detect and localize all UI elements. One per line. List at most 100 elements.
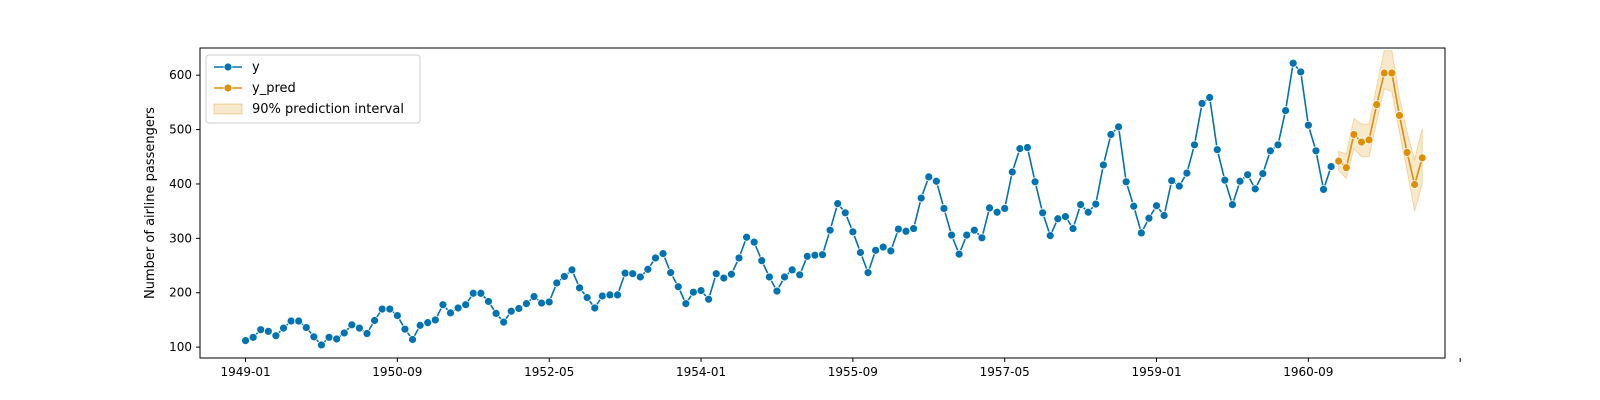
series-line-y_pred bbox=[1338, 72, 1423, 186]
data-point-y bbox=[453, 303, 463, 313]
data-point-y bbox=[1159, 211, 1169, 220]
data-point-y bbox=[742, 232, 751, 242]
x-tick-label: 1957-05 bbox=[980, 365, 1030, 379]
legend-label: 90% prediction interval bbox=[252, 102, 404, 117]
data-point-y bbox=[1182, 168, 1192, 178]
data-point-y bbox=[1152, 201, 1161, 211]
data-point-y bbox=[1288, 58, 1298, 68]
data-point-y bbox=[719, 273, 729, 283]
data-point-y bbox=[696, 286, 706, 295]
data-point-y bbox=[446, 308, 455, 318]
data-point-y bbox=[1000, 204, 1010, 213]
data-point-y bbox=[522, 299, 531, 309]
data-point-y bbox=[825, 225, 835, 235]
data-point-y bbox=[985, 203, 994, 213]
data-point-y bbox=[757, 256, 767, 266]
data-point-y bbox=[286, 316, 296, 326]
data-point-y bbox=[1098, 160, 1108, 170]
data-point-y_pred bbox=[1387, 68, 1397, 78]
data-point-y bbox=[962, 230, 972, 240]
data-point-y bbox=[476, 288, 486, 298]
data-point-y_pred bbox=[1349, 130, 1359, 139]
data-point-y bbox=[1174, 181, 1184, 191]
data-point-y bbox=[1129, 201, 1139, 211]
data-point-y bbox=[582, 293, 592, 303]
x-tick-label: 1959-01 bbox=[1131, 365, 1181, 379]
data-point-y bbox=[628, 269, 638, 279]
data-point-y bbox=[764, 272, 774, 282]
data-point-y bbox=[818, 250, 827, 260]
data-point-y bbox=[939, 204, 949, 213]
data-point-y_pred bbox=[1417, 153, 1427, 163]
data-point-y bbox=[537, 298, 547, 308]
data-point-y bbox=[324, 332, 334, 342]
data-point-y bbox=[1296, 67, 1306, 77]
legend-frame bbox=[205, 54, 421, 124]
data-point-y bbox=[392, 311, 402, 320]
data-point-y bbox=[362, 329, 372, 338]
data-point-y bbox=[1250, 184, 1260, 194]
data-point-y bbox=[901, 226, 911, 236]
data-point-y bbox=[749, 237, 759, 247]
data-point-y bbox=[271, 331, 281, 341]
data-point-y bbox=[613, 290, 622, 300]
data-point-y bbox=[294, 316, 304, 326]
data-point-y bbox=[514, 304, 524, 313]
x-tick-label: 1950-09 bbox=[372, 365, 422, 379]
x-tick-label: 1949-01 bbox=[220, 365, 270, 379]
data-point-y bbox=[734, 253, 744, 263]
data-point-y bbox=[1045, 231, 1055, 241]
data-point-y bbox=[833, 199, 843, 208]
data-point-y bbox=[673, 282, 683, 292]
data-point-y bbox=[1228, 200, 1237, 210]
data-point-y bbox=[780, 272, 789, 282]
data-point-y bbox=[856, 248, 865, 257]
data-point-y bbox=[415, 320, 425, 330]
data-point-y bbox=[620, 268, 630, 278]
x-axis-ticks: 1949-01 1950-09 1952-05 1954-01 1955-09 1957-… bbox=[220, 358, 1461, 379]
data-point-y bbox=[871, 245, 881, 255]
x-tick-label: 1954-01 bbox=[676, 365, 726, 379]
data-point-y bbox=[1106, 130, 1116, 139]
data-point-y bbox=[1068, 224, 1078, 233]
data-point-y bbox=[605, 290, 615, 300]
data-point-y bbox=[1273, 140, 1283, 150]
data-point-y_pred bbox=[1341, 163, 1351, 173]
data-point-y bbox=[1038, 208, 1048, 218]
data-point-y bbox=[370, 316, 380, 325]
data-point-y bbox=[954, 249, 964, 259]
y-axis-ticks: 100 200 300 400 500 600 bbox=[169, 68, 200, 354]
data-point-y bbox=[1144, 213, 1154, 223]
data-point-y bbox=[499, 317, 509, 327]
data-point-y_pred bbox=[1410, 180, 1420, 189]
data-point-y bbox=[658, 249, 668, 258]
data-point-y bbox=[438, 300, 448, 310]
data-point-y bbox=[916, 193, 926, 203]
data-point-y bbox=[1190, 140, 1199, 150]
data-point-y bbox=[1076, 200, 1086, 210]
y-tick-label: 500 bbox=[169, 123, 192, 137]
data-point-y bbox=[772, 286, 782, 296]
data-point-y bbox=[1281, 106, 1290, 115]
data-point-y bbox=[347, 320, 357, 330]
data-point-y bbox=[666, 268, 676, 278]
data-point-y bbox=[1265, 146, 1275, 156]
data-point-y bbox=[355, 323, 364, 333]
data-point-y bbox=[1015, 144, 1025, 154]
data-point-y bbox=[795, 270, 805, 280]
data-point-y bbox=[491, 309, 501, 318]
data-point-y bbox=[484, 297, 493, 306]
data-point-y bbox=[1326, 162, 1336, 171]
data-point-y bbox=[727, 269, 736, 279]
data-point-y_pred bbox=[1372, 100, 1382, 109]
data-point-y bbox=[544, 297, 554, 307]
data-point-y_pred bbox=[1379, 68, 1389, 78]
data-point-y bbox=[317, 340, 326, 350]
data-point-y bbox=[863, 268, 873, 278]
data-point-y bbox=[1258, 169, 1268, 179]
data-point-y_pred bbox=[1334, 156, 1344, 166]
data-point-y bbox=[559, 272, 569, 281]
data-point-y bbox=[552, 278, 562, 288]
data-point-y bbox=[332, 334, 342, 344]
legend-label: y bbox=[252, 60, 260, 75]
